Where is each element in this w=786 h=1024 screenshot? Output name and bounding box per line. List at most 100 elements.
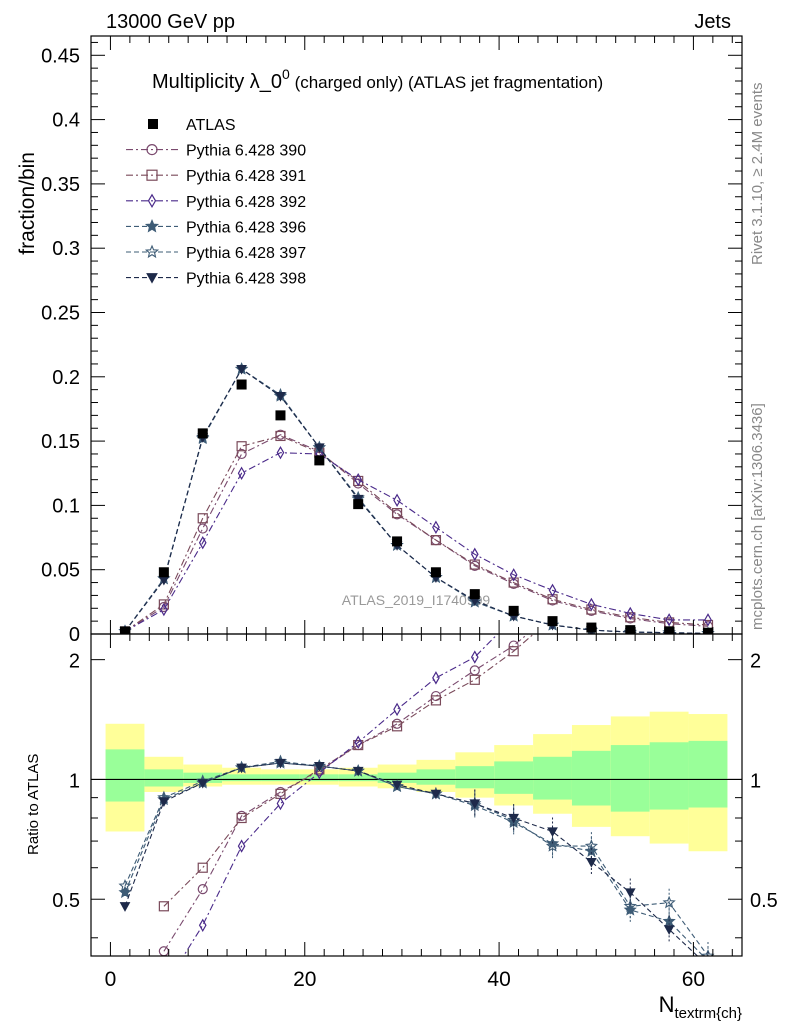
data-point xyxy=(197,862,208,873)
data-point xyxy=(160,602,168,617)
uncertainty-band-green xyxy=(533,756,572,800)
data-point xyxy=(469,674,480,685)
data-point xyxy=(236,812,247,824)
data-point xyxy=(430,695,442,706)
ratio-series-line xyxy=(163,634,529,952)
data-point xyxy=(469,799,481,810)
data-point xyxy=(665,511,674,520)
atlas-data-point xyxy=(547,616,558,627)
ratio-frame xyxy=(90,633,743,957)
data-point xyxy=(119,902,131,912)
data-point xyxy=(587,574,596,583)
data-point xyxy=(276,796,285,811)
data-point xyxy=(545,839,560,852)
ratio-axis-label: Ratio to ATLAS xyxy=(25,754,42,855)
series-line xyxy=(124,434,709,632)
analysis-watermark: ATLAS_2019_I1740909 xyxy=(342,592,491,608)
legend-label: Pythia 6.428 396 xyxy=(186,219,306,236)
uncertainty-band-green xyxy=(610,745,650,812)
atlas-data-point xyxy=(197,428,208,439)
uncertainty-band-green xyxy=(455,766,495,789)
data-point xyxy=(548,608,557,617)
atlas-data-point xyxy=(469,589,480,600)
y-tick-label: 0.05 xyxy=(41,560,80,582)
ratio-tick-label: 1 xyxy=(69,770,80,792)
data-point xyxy=(623,899,637,912)
data-point xyxy=(587,597,596,612)
data-point xyxy=(158,797,170,808)
data-point xyxy=(470,650,479,664)
data-point xyxy=(237,839,246,853)
data-point xyxy=(508,640,519,651)
data-point xyxy=(548,583,557,597)
data-point xyxy=(352,766,364,777)
data-point xyxy=(508,577,519,588)
uncertainty-band-green xyxy=(377,772,417,783)
data-point xyxy=(701,949,715,956)
data-point xyxy=(237,466,246,480)
ratio-tick-label: 2 xyxy=(69,651,80,673)
x-tick-label: 20 xyxy=(293,968,316,991)
uncertainty-band-green xyxy=(105,749,145,802)
data-point xyxy=(703,487,712,496)
mcplots-label: mcplots.cern.ch [arXiv:1306.3436] xyxy=(749,403,766,630)
legend-label: Pythia 6.428 390 xyxy=(186,143,306,160)
data-point xyxy=(707,953,709,956)
data-point xyxy=(393,493,401,507)
y-axis-label: fraction/bin xyxy=(16,152,39,255)
atlas-data-point xyxy=(586,622,597,633)
data-point xyxy=(665,613,673,627)
ratio-tick-label-right: 2 xyxy=(750,651,761,673)
y-tick-label: 0.4 xyxy=(52,110,80,132)
data-point xyxy=(626,540,635,549)
data-point xyxy=(354,735,363,749)
data-point xyxy=(236,763,247,774)
data-point xyxy=(315,765,324,780)
data-point xyxy=(509,568,518,582)
atlas-data-point xyxy=(702,627,713,634)
data-point xyxy=(146,273,158,284)
data-point xyxy=(432,671,440,685)
ratio-tick-label-right: 1 xyxy=(750,770,761,792)
x-tick-label: 60 xyxy=(682,968,705,991)
data-point xyxy=(470,547,479,561)
data-point xyxy=(146,169,158,181)
x-axis-label: Ntextrm{ch} xyxy=(659,992,742,1022)
data-point xyxy=(391,721,403,732)
data-point xyxy=(147,193,157,208)
uncertainty-band-green xyxy=(688,740,728,808)
data-point xyxy=(508,646,519,657)
y-tick-label: 0.1 xyxy=(52,495,80,517)
x-tick-label: 40 xyxy=(487,968,510,991)
data-point xyxy=(508,813,520,824)
data-point xyxy=(391,780,403,791)
data-point xyxy=(236,441,247,452)
y-tick-label: 0.45 xyxy=(41,45,80,67)
data-point xyxy=(276,445,285,460)
data-point xyxy=(313,762,325,772)
header-collision-label: 13000 GeV pp xyxy=(106,11,235,33)
data-point xyxy=(275,758,286,769)
ratio-tick-label-right: 0.5 xyxy=(750,890,778,912)
data-point xyxy=(430,535,442,546)
data-point xyxy=(624,888,636,898)
ratio-series-line xyxy=(163,634,535,907)
data-point xyxy=(144,218,160,233)
data-point xyxy=(586,604,597,615)
data-point xyxy=(703,490,712,499)
data-point xyxy=(626,544,635,553)
atlas-data-point xyxy=(314,455,325,466)
chart-title: Multiplicity λ_00 (charged only) (ATLAS … xyxy=(152,66,603,93)
atlas-data-point xyxy=(236,379,247,390)
series-line xyxy=(124,435,709,632)
data-point xyxy=(666,496,672,507)
data-point xyxy=(704,613,712,627)
atlas-data-point xyxy=(275,410,286,421)
data-point xyxy=(547,827,558,838)
legend-label: Pythia 6.428 398 xyxy=(186,271,306,288)
uncertainty-band-green xyxy=(649,742,689,810)
data-point xyxy=(354,472,363,487)
data-point xyxy=(198,535,207,550)
header-category-label: Jets xyxy=(694,11,731,33)
atlas-data-point xyxy=(158,567,169,578)
